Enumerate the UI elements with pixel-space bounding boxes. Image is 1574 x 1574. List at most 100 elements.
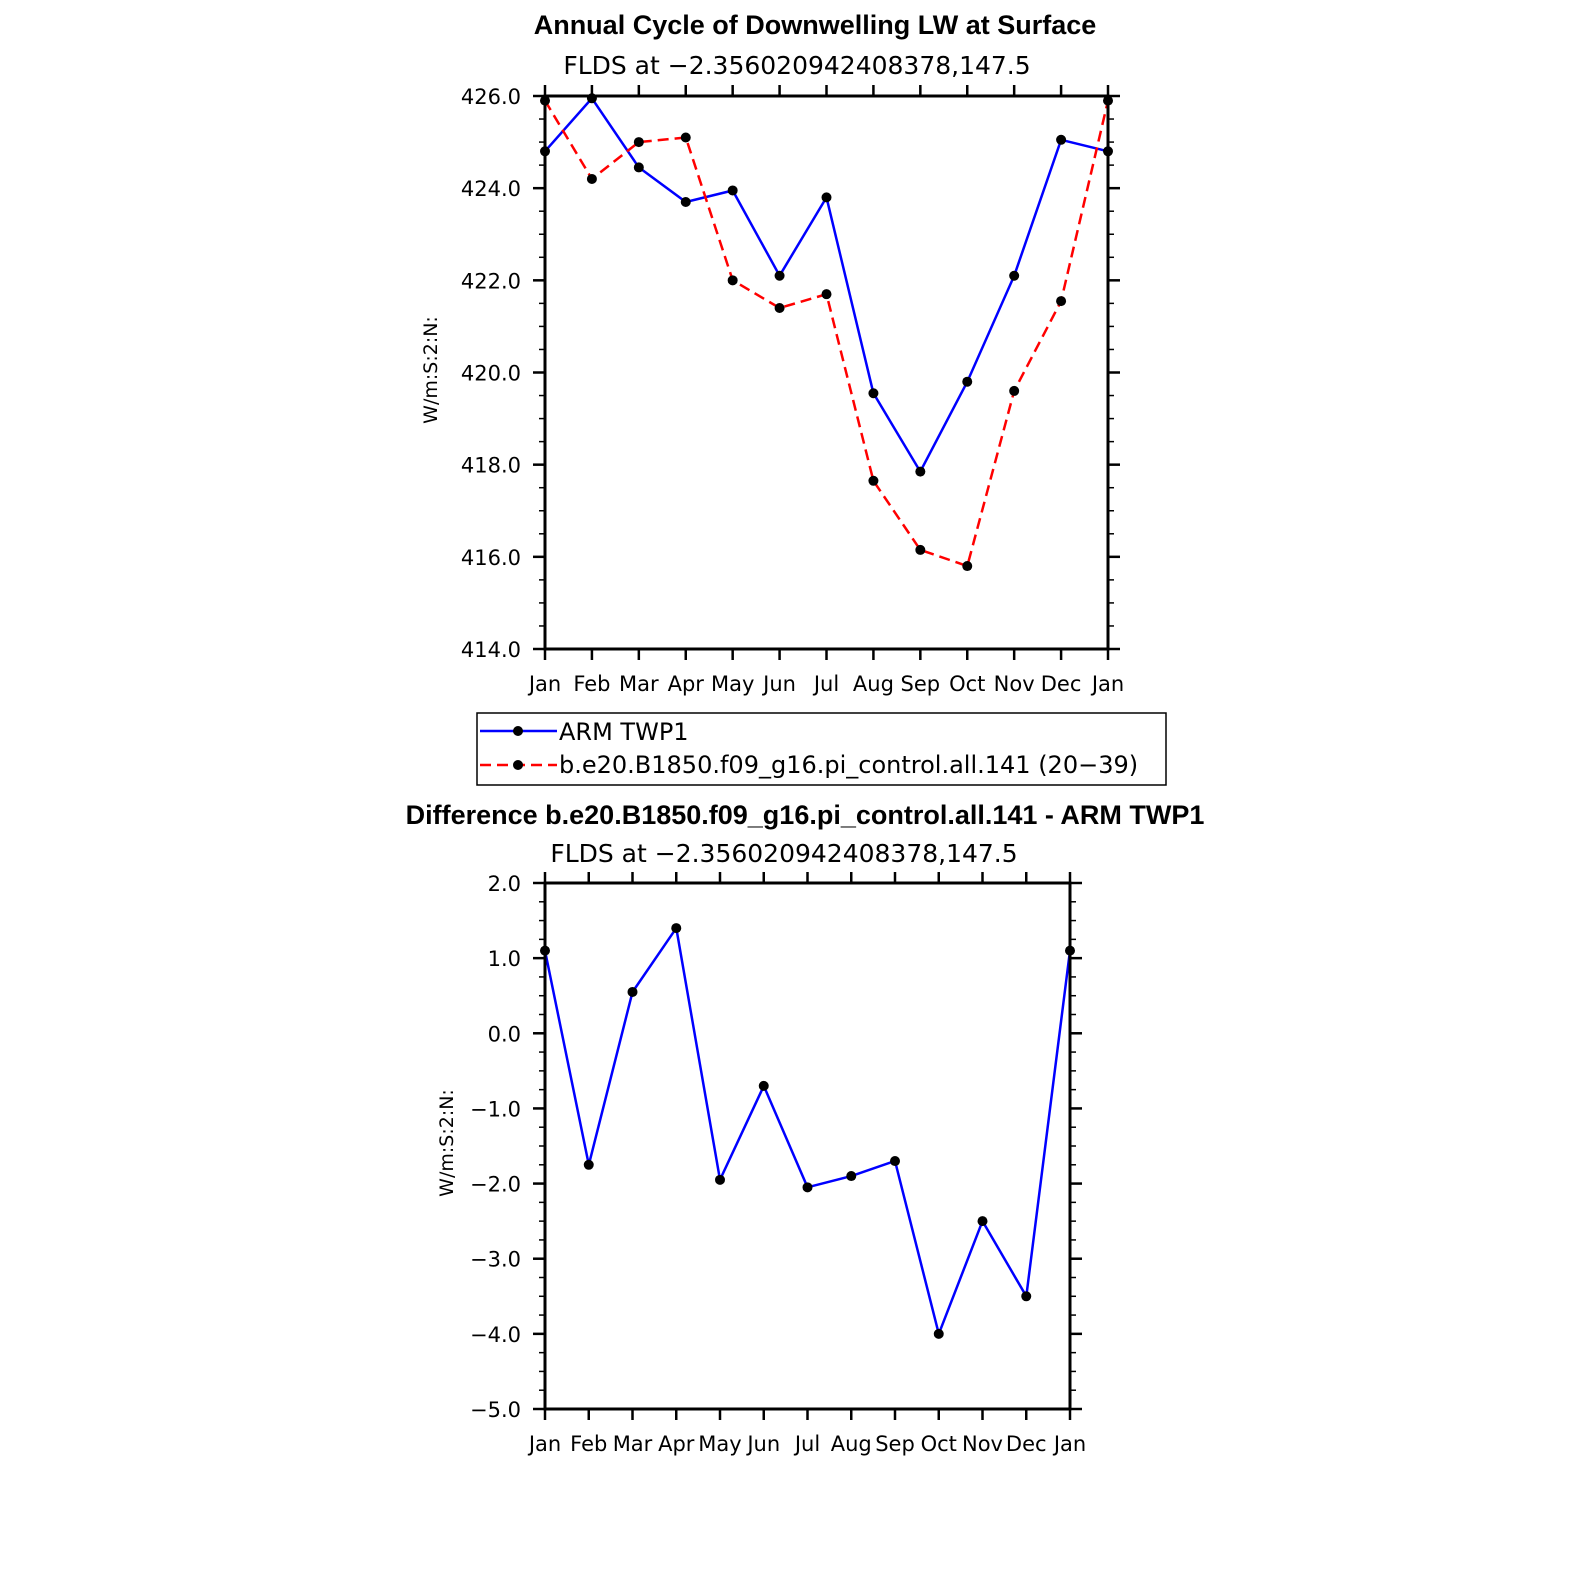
data-point	[680, 196, 691, 207]
x-tick-label: Dec	[1006, 1432, 1047, 1456]
x-tick-label: Nov	[962, 1432, 1003, 1456]
x-tick-label: Sep	[901, 672, 941, 696]
x-tick-label: Aug	[831, 1432, 872, 1456]
x-tick-label: Dec	[1041, 672, 1082, 696]
chart-subtitle: FLDS at −2.356020942408378,147.5	[550, 839, 1017, 868]
data-point	[915, 466, 926, 477]
y-tick-labels: 414.0 416.0 418.0 420.0 422.0 424.0 426.0	[461, 85, 521, 662]
plot-frame	[543, 881, 1072, 1411]
data-point	[586, 173, 597, 184]
data-point	[846, 1171, 857, 1182]
y-tick-label: −4.0	[470, 1323, 521, 1347]
y-axis-label: W/m:S:2:N:	[420, 316, 442, 424]
series-line-2	[543, 99, 1110, 568]
data-point	[1056, 296, 1067, 307]
data-point	[1009, 270, 1020, 281]
data-point	[933, 1328, 944, 1339]
data-point	[1009, 385, 1020, 396]
x-tick-label: Jan	[527, 672, 561, 696]
x-tick-label: Nov	[994, 672, 1035, 696]
x-tick-label: Jul	[812, 672, 839, 696]
data-point	[583, 1159, 594, 1170]
chart-title: Annual Cycle of Downwelling LW at Surfac…	[534, 10, 1097, 40]
x-tick-labels: Jan Feb Mar Apr May Jun Jul Aug Sep Oct Nov Dec Jan	[527, 672, 1124, 696]
chart-subtitle: FLDS at −2.356020942408378,147.5	[563, 51, 1030, 80]
x-tick-label: Feb	[570, 1432, 607, 1456]
legend-label-obs: ARM TWP1	[559, 718, 689, 746]
y-tick-label: −5.0	[470, 1398, 521, 1422]
y-tick-label: 414.0	[461, 638, 521, 662]
legend-marker-model	[513, 760, 523, 770]
x-tick-label: May	[711, 672, 754, 696]
annual-cycle-chart: Annual Cycle of Downwelling LW at Surfac…	[420, 10, 1124, 696]
y-axis-label: W/m:S:2:N:	[436, 1089, 458, 1197]
x-tick-label: Mar	[619, 672, 659, 696]
data-point	[890, 1156, 900, 1167]
x-tick-labels: Jan Feb Mar Apr May Jun Jul Aug Sep Oct Nov Dec Jan	[527, 1432, 1086, 1456]
legend-box	[476, 712, 1167, 786]
x-tick-label: Sep	[875, 1432, 915, 1456]
series-layer	[540, 923, 1075, 1339]
y-tick-label: 2.0	[488, 872, 521, 896]
data-point	[633, 137, 644, 148]
data-point	[1021, 1291, 1032, 1302]
y-tick-label: −3.0	[470, 1248, 521, 1272]
data-point	[962, 376, 973, 387]
y-tick-label: 418.0	[461, 454, 521, 478]
y-tick-label: 422.0	[461, 269, 521, 293]
x-tick-label: Jun	[761, 672, 796, 696]
series-line-1	[544, 96, 1109, 475]
y-tick-label: −2.0	[470, 1173, 521, 1197]
data-point	[758, 1080, 769, 1091]
legend-label-model: b.e20.B1850.f09_g16.pi_control.all.141 (…	[559, 751, 1138, 779]
x-tick-label: Jun	[745, 1432, 780, 1456]
x-tick-label: May	[698, 1432, 741, 1456]
data-point	[671, 923, 682, 934]
data-point	[802, 1182, 813, 1193]
y-tick-label: 0.0	[488, 1022, 521, 1046]
axis-ticks	[533, 872, 1082, 1420]
x-tick-label: Jan	[1052, 1432, 1086, 1456]
legend-entry-model: b.e20.B1850.f09_g16.pi_control.all.141 (…	[480, 751, 1138, 779]
x-tick-label: Oct	[921, 1432, 957, 1456]
y-tick-label: 416.0	[461, 546, 521, 570]
data-point	[977, 1216, 988, 1227]
legend: ARM TWP1 b.e20.B1850.f09_g16.pi_control.…	[476, 712, 1167, 786]
legend-entry-obs: ARM TWP1	[480, 718, 689, 746]
legend-marker-obs	[513, 726, 523, 736]
x-tick-label: Mar	[613, 1432, 653, 1456]
x-tick-label: Jan	[527, 1432, 561, 1456]
series-line-1	[543, 924, 1072, 1339]
x-tick-label: Apr	[658, 1432, 695, 1456]
axis-ticks	[533, 85, 1120, 660]
y-tick-label: 424.0	[461, 177, 521, 201]
data-point	[727, 275, 738, 286]
data-point	[821, 192, 832, 203]
data-point	[715, 1174, 725, 1185]
data-point	[680, 132, 691, 143]
data-point	[727, 185, 738, 196]
data-point	[633, 162, 644, 173]
data-point	[962, 561, 973, 572]
x-tick-label: Jan	[1090, 672, 1124, 696]
x-tick-label: Jul	[793, 1432, 820, 1456]
y-tick-label: 420.0	[461, 362, 521, 386]
x-tick-label: Oct	[949, 672, 985, 696]
y-tick-labels: −5.0 −4.0 −3.0 −2.0 −1.0 0.0 1.0 2.0	[470, 872, 521, 1422]
difference-chart: Difference b.e20.B1850.f09_g16.pi_contro…	[406, 800, 1205, 1456]
y-tick-label: −1.0	[470, 1097, 521, 1121]
plot-frame	[543, 94, 1110, 651]
x-tick-label: Feb	[573, 672, 610, 696]
y-tick-label: 426.0	[461, 85, 521, 109]
data-point	[915, 544, 926, 555]
series-layer	[540, 93, 1113, 572]
data-point	[774, 270, 785, 281]
data-point	[868, 475, 879, 486]
data-point	[821, 289, 832, 300]
data-point	[868, 388, 879, 399]
x-tick-label: Aug	[853, 672, 894, 696]
data-point	[774, 302, 785, 313]
y-tick-label: 1.0	[488, 947, 521, 971]
x-tick-label: Apr	[668, 672, 705, 696]
